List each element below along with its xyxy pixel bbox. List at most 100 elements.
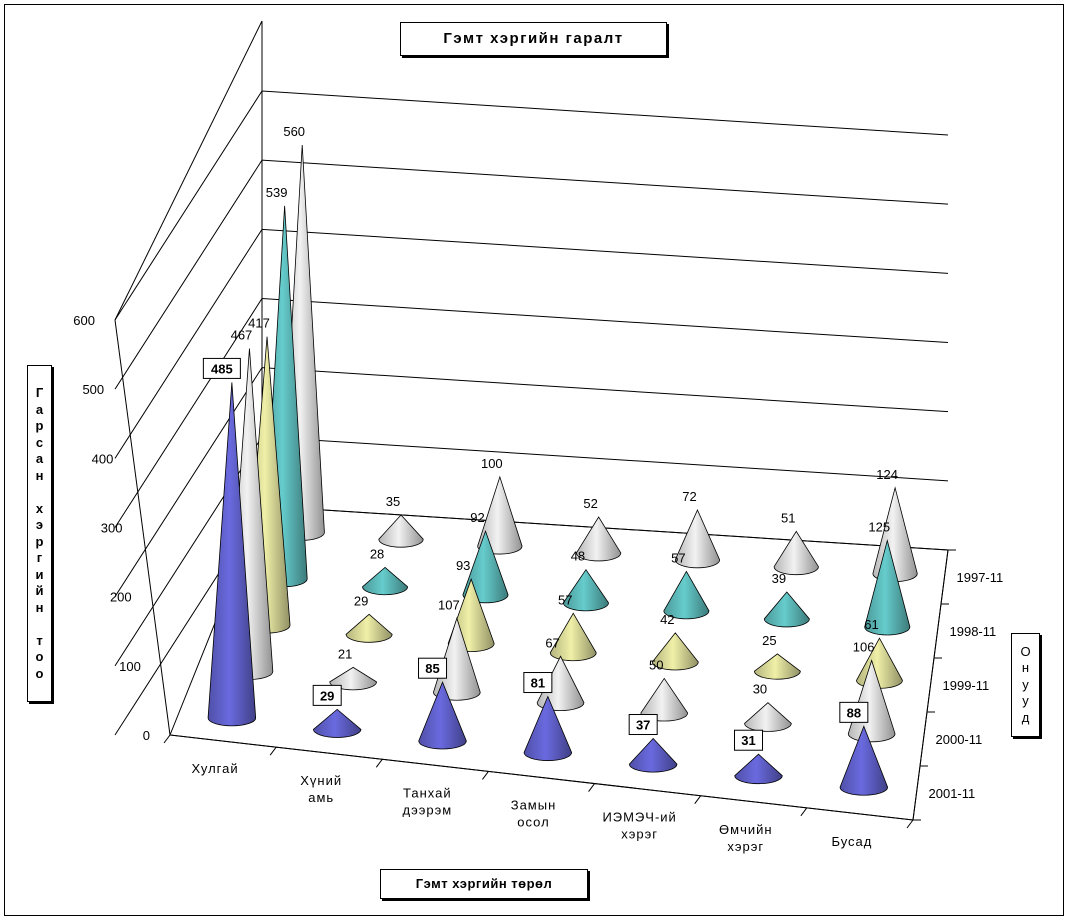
data-label: 67: [545, 635, 559, 650]
data-label: 48: [571, 549, 585, 564]
wall-top-edge: [114, 20, 263, 321]
x-tick-label: Хүний: [300, 773, 342, 788]
data-label-box: [734, 729, 764, 751]
axes: [114, 20, 956, 829]
z-tick-label: 2000-11: [936, 732, 983, 747]
cone-2001-11-5: [734, 753, 783, 785]
data-label: 30: [753, 682, 767, 697]
y-axis-title-char: и: [35, 566, 44, 582]
data-label-box: [523, 672, 553, 694]
chart-title: Гэмт хэргийн гаралт: [400, 22, 667, 56]
y-tick-label: 100: [119, 659, 141, 674]
data-label: 21: [338, 646, 352, 661]
category-tick: [906, 819, 914, 829]
y-axis-title-char: т: [36, 632, 43, 648]
data-label: 467: [231, 327, 253, 342]
category-tick: [375, 758, 383, 768]
y-tick-label: 500: [82, 382, 104, 397]
data-label: 85: [425, 661, 439, 676]
data-label: 42: [660, 612, 674, 627]
data-label: 28: [370, 546, 384, 561]
x-tick-label: хэрэг: [727, 839, 764, 854]
y-axis-title-char: о: [35, 665, 44, 681]
data-label: 35: [386, 494, 400, 509]
cone-1999-11-4: [651, 632, 699, 671]
cone-2000-11-2: [433, 616, 481, 701]
x-axis-title: Гэмт хэргийн төрөл: [380, 869, 588, 899]
data-label: 560: [283, 124, 305, 139]
y-axis-title-char: х: [35, 500, 44, 516]
y-tick-label: 600: [73, 313, 95, 328]
y-axis-title-char: а: [35, 451, 44, 466]
x-tick-label: хэрэг: [621, 827, 658, 842]
cone-1997-11-6: [872, 486, 918, 582]
data-label: 50: [649, 657, 663, 672]
data-label-box: [202, 357, 241, 379]
y-axis-title-char: э: [35, 517, 44, 532]
y-axis-title-char: [38, 616, 42, 633]
cone-2001-11-2: [418, 681, 467, 750]
data-label: 81: [531, 676, 545, 691]
y-tick-label: 200: [110, 590, 132, 605]
cone-1999-11-1: [345, 613, 393, 643]
data-label: 124: [876, 467, 898, 482]
category-tick: [588, 783, 595, 792]
z-axis-title-char: у: [1022, 693, 1029, 709]
cone-1998-11-6: [864, 538, 911, 636]
depth-axis: [912, 549, 949, 821]
gridline: [114, 228, 949, 459]
data-label: 37: [636, 718, 650, 733]
data-label: 39: [772, 571, 786, 586]
y-tick-label: 0: [143, 728, 150, 743]
category-tick: [482, 771, 489, 780]
z-tick-label: 1997-11: [957, 570, 1004, 585]
data-label-box: [418, 657, 448, 679]
data-label: 100: [481, 456, 503, 471]
cone-2001-11-3: [523, 695, 573, 761]
cone-1999-11-5: [753, 653, 801, 680]
data-label: 88: [847, 705, 861, 720]
data-label: 51: [781, 510, 795, 525]
y-axis-title-char: й: [35, 583, 44, 598]
category-axis: [169, 734, 914, 821]
data-label-box: [839, 701, 869, 723]
data-label: 539: [266, 185, 288, 200]
value-axis: [114, 319, 171, 736]
z-axis-title-char: О: [1020, 643, 1031, 659]
y-axis-title-char: н: [35, 599, 44, 615]
data-label: 485: [211, 361, 233, 376]
cone-1998-11-1: [362, 566, 409, 596]
data-label: 29: [354, 593, 368, 608]
cone-1997-11-5: [773, 530, 819, 576]
y-axis-title-char: р: [35, 418, 44, 433]
category-tick: [163, 734, 171, 744]
data-label: 106: [853, 639, 875, 654]
cone-1999-11-3: [549, 612, 597, 662]
data-label-box: [312, 684, 342, 706]
z-axis-title-char: д: [1021, 709, 1030, 725]
y-axis-title-char: а: [35, 401, 44, 417]
data-label: 52: [583, 496, 597, 511]
cone-1997-11-1: [378, 514, 424, 548]
data-label: 57: [671, 550, 685, 565]
y-tick-label: 300: [101, 521, 123, 536]
x-tick-label: амь: [308, 790, 334, 805]
data-label: 417: [248, 316, 270, 331]
data-label: 29: [320, 688, 334, 703]
cone-1997-11-4: [674, 509, 721, 569]
category-tick: [269, 746, 277, 756]
z-tick-label: 2001-11: [929, 786, 976, 801]
y-axis-title-char: н: [35, 467, 44, 483]
z-axis-title-char: у: [1022, 676, 1029, 692]
y-axis-title-char: о: [35, 649, 44, 664]
data-label: 92: [470, 510, 484, 525]
category-tick: [694, 795, 702, 805]
z-tick-label: 1998-11: [950, 624, 997, 639]
z-axis-title-char: н: [1021, 660, 1030, 676]
x-tick-label: ИЭМЭЧ-ий: [602, 810, 676, 825]
cone-2000-11-3: [536, 655, 585, 712]
x-tick-label: осол: [517, 815, 549, 830]
cone-1998-11-3: [562, 568, 609, 612]
